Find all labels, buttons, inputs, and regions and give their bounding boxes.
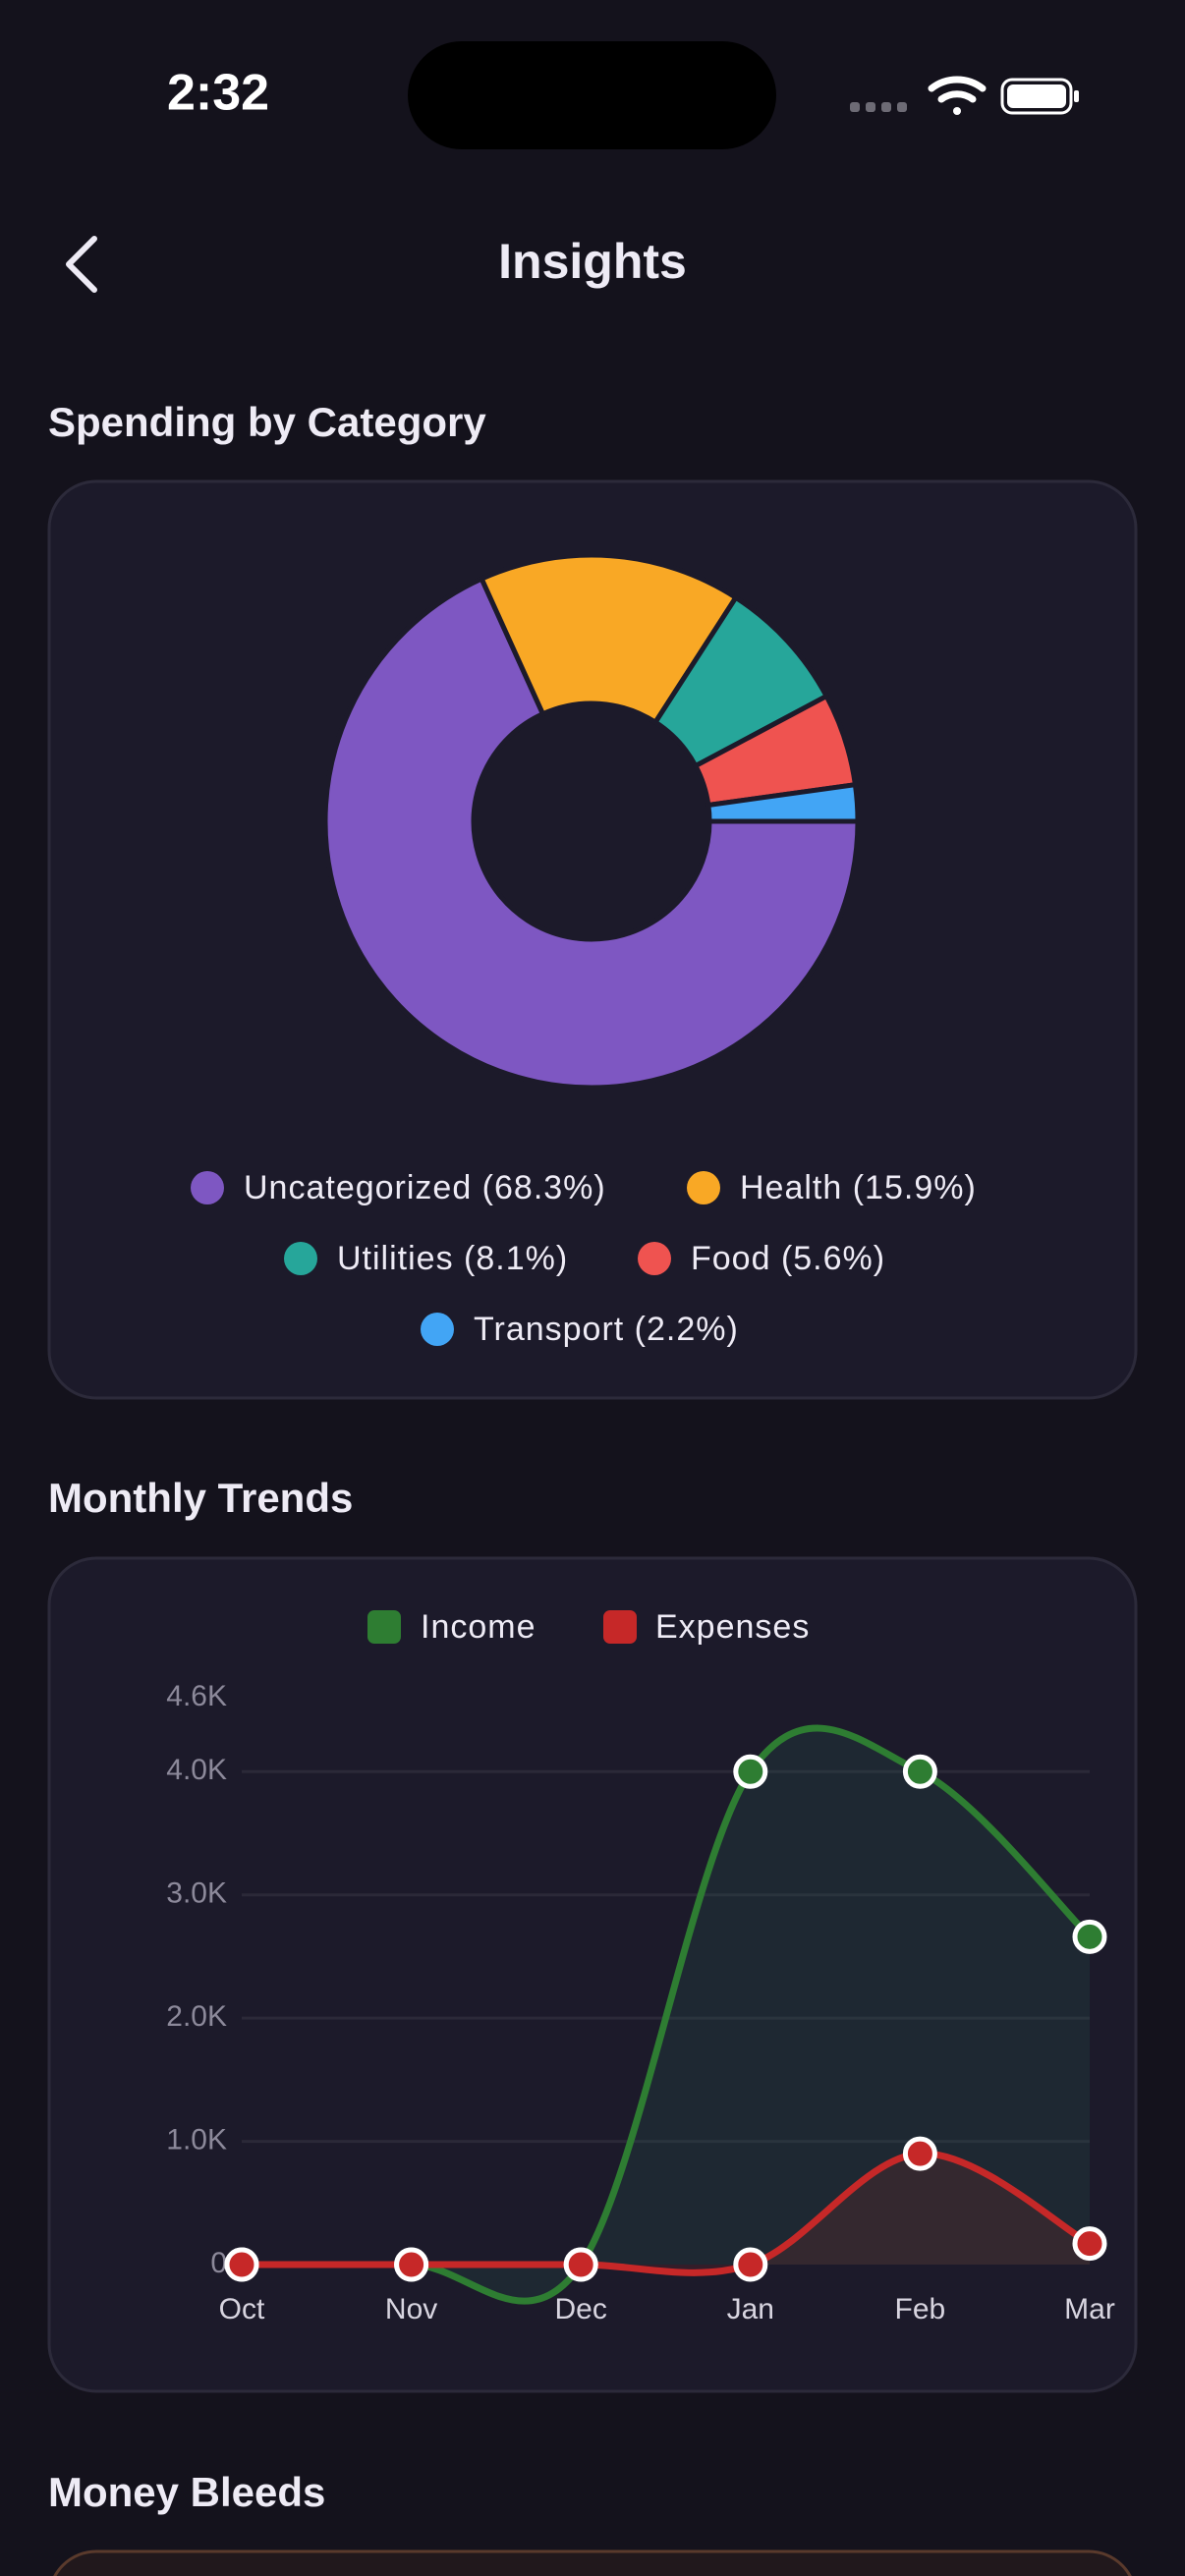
legend-swatch bbox=[638, 1242, 671, 1275]
point bbox=[394, 2247, 429, 2282]
x-tick-label: Dec bbox=[555, 2293, 607, 2325]
point bbox=[902, 2136, 937, 2171]
point bbox=[224, 2247, 259, 2282]
section-title: Monthly Trends bbox=[48, 1475, 353, 1521]
legend-label: Uncategorized (68.3%) bbox=[244, 1169, 606, 1206]
x-tick-label: Oct bbox=[219, 2293, 265, 2325]
legend-swatch bbox=[367, 1610, 401, 1644]
legend-label: Income bbox=[421, 1608, 536, 1646]
point bbox=[1072, 1919, 1107, 1954]
legend-swatch bbox=[687, 1171, 720, 1204]
pie-slice bbox=[705, 781, 861, 824]
x-tick-label: Mar bbox=[1064, 2293, 1115, 2325]
legend-label: Utilities (8.1%) bbox=[337, 1240, 568, 1277]
wifi-icon bbox=[928, 76, 987, 115]
legend-swatch bbox=[284, 1242, 317, 1275]
page-title: Insights bbox=[498, 234, 687, 289]
pie-slice bbox=[478, 552, 740, 726]
back-button[interactable] bbox=[66, 236, 97, 293]
legend-swatch bbox=[603, 1610, 637, 1644]
legend-label: Health (15.9%) bbox=[740, 1169, 977, 1206]
legend-label: Expenses bbox=[655, 1608, 810, 1646]
y-tick-label: 4.0K bbox=[166, 1754, 227, 1786]
legend-swatch bbox=[191, 1171, 224, 1204]
point bbox=[563, 2247, 598, 2282]
legend-swatch bbox=[421, 1313, 454, 1346]
y-tick-label: 0 bbox=[210, 2247, 227, 2279]
point bbox=[1072, 2226, 1107, 2262]
y-tick-label: 4.6K bbox=[166, 1680, 227, 1712]
signal-icon bbox=[850, 102, 907, 112]
area bbox=[242, 1728, 1090, 2302]
battery-icon bbox=[1000, 78, 1079, 115]
dynamic-island bbox=[408, 41, 776, 149]
section-title: Money Bleeds bbox=[48, 2469, 325, 2515]
x-tick-label: Feb bbox=[895, 2293, 946, 2325]
pie-slice bbox=[322, 575, 861, 1091]
y-tick-label: 3.0K bbox=[166, 1877, 227, 1910]
point bbox=[733, 2247, 768, 2282]
card bbox=[53, 2549, 1132, 2576]
y-tick-label: 1.0K bbox=[166, 2123, 227, 2156]
y-tick-label: 2.0K bbox=[166, 2000, 227, 2033]
x-tick-label: Nov bbox=[385, 2293, 437, 2325]
area bbox=[242, 2153, 1090, 2273]
status-time: 2:32 bbox=[167, 65, 269, 122]
legend-label: Transport (2.2%) bbox=[474, 1311, 739, 1348]
point bbox=[733, 1754, 768, 1789]
x-tick-label: Jan bbox=[727, 2293, 774, 2325]
legend-label: Food (5.6%) bbox=[691, 1240, 885, 1277]
point bbox=[902, 1754, 937, 1789]
section-title: Spending by Category bbox=[48, 399, 486, 445]
